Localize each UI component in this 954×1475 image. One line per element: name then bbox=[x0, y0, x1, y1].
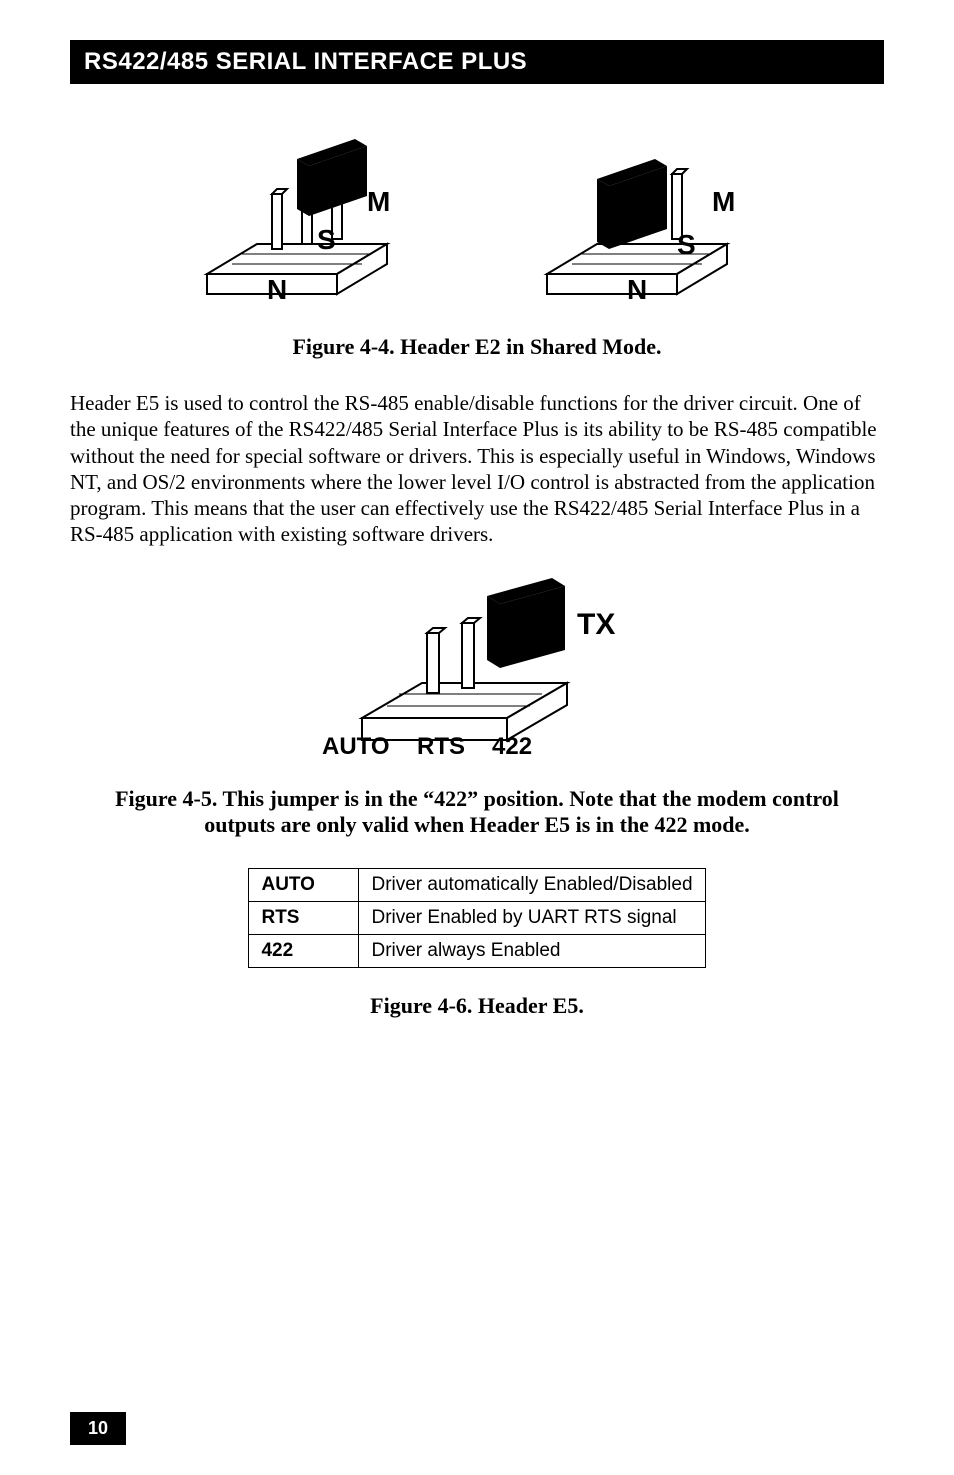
header-e5-table: AUTO Driver automatically Enabled/Disabl… bbox=[248, 868, 705, 968]
table-cell-label: RTS bbox=[249, 901, 359, 934]
label-RTS: RTS bbox=[417, 733, 465, 761]
table-cell-desc: Driver always Enabled bbox=[359, 934, 705, 967]
page-number: 10 bbox=[70, 1412, 126, 1445]
label-422: 422 bbox=[492, 733, 532, 761]
label-AUTO: AUTO bbox=[322, 733, 390, 761]
table-cell-label: AUTO bbox=[249, 868, 359, 901]
label-M-right: M bbox=[712, 186, 735, 218]
table-row: AUTO Driver automatically Enabled/Disabl… bbox=[249, 868, 705, 901]
label-N-left: N bbox=[267, 274, 287, 306]
page-header-bar: RS422/485 SERIAL INTERFACE PLUS bbox=[70, 40, 884, 84]
table-cell-desc: Driver automatically Enabled/Disabled bbox=[359, 868, 705, 901]
label-N-right: N bbox=[627, 274, 647, 306]
table-cell-desc: Driver Enabled by UART RTS signal bbox=[359, 901, 705, 934]
figure-4-4-diagram: M S N M S N bbox=[70, 134, 884, 314]
table-cell-label: 422 bbox=[249, 934, 359, 967]
table-row: RTS Driver Enabled by UART RTS signal bbox=[249, 901, 705, 934]
body-paragraph: Header E5 is used to control the RS-485 … bbox=[70, 390, 884, 548]
figure-4-5-caption: Figure 4-5. This jumper is in the “422” … bbox=[70, 786, 884, 838]
jumper-block-left-svg bbox=[187, 134, 427, 314]
table-row: 422 Driver always Enabled bbox=[249, 934, 705, 967]
page-header-text: RS422/485 SERIAL INTERFACE PLUS bbox=[84, 48, 527, 75]
jumper-block-left: M S N bbox=[187, 134, 427, 314]
label-M-left: M bbox=[367, 186, 390, 218]
figure-4-5-diagram: TX AUTO RTS 422 bbox=[267, 578, 687, 768]
header-e5-svg bbox=[337, 578, 617, 758]
label-S-right: S bbox=[677, 229, 696, 261]
jumper-block-right: M S N bbox=[527, 134, 767, 314]
figure-4-4-caption: Figure 4-4. Header E2 in Shared Mode. bbox=[70, 334, 884, 360]
label-S-left: S bbox=[317, 224, 336, 256]
figure-4-6-caption: Figure 4-6. Header E5. bbox=[70, 993, 884, 1019]
label-TX: TX bbox=[577, 608, 615, 642]
